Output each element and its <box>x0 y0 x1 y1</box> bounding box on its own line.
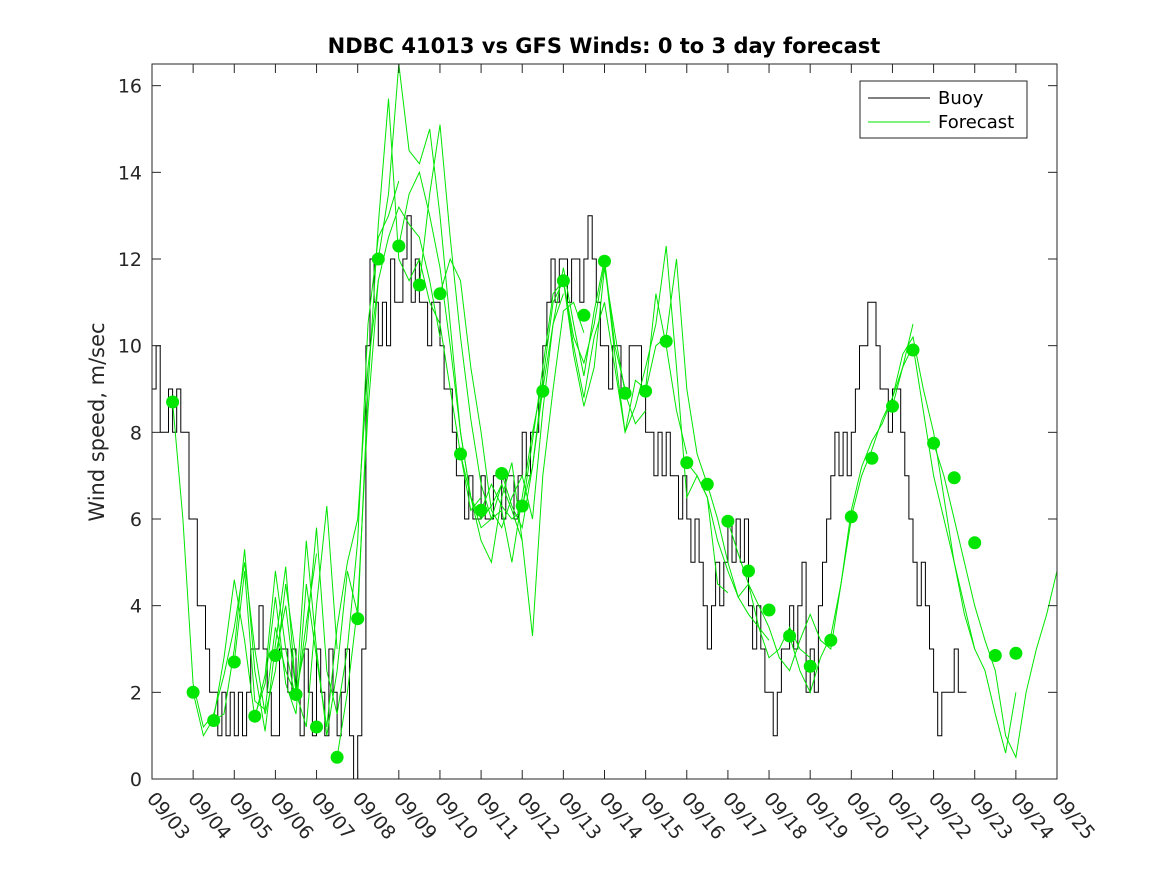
legend: Buoy Forecast <box>859 80 1028 139</box>
forecast-marker <box>906 343 920 357</box>
forecast-marker <box>371 252 385 266</box>
forecast-marker <box>289 688 303 701</box>
x-tick-label: 09/15 <box>636 788 688 844</box>
x-tick-label: 09/14 <box>595 788 647 844</box>
y-tick-label: 10 <box>118 336 142 358</box>
forecast-marker <box>186 685 200 699</box>
forecast-marker <box>659 334 673 348</box>
forecast-marker <box>207 714 221 727</box>
x-tick-label: 09/11 <box>471 788 523 844</box>
forecast-marker <box>927 436 941 450</box>
y-axis-label: Wind speed, m/sec <box>85 322 109 521</box>
x-tick-label: 09/13 <box>554 788 606 844</box>
forecast-marker <box>968 536 982 550</box>
forecast-marker <box>844 510 858 524</box>
y-tick-label: 0 <box>130 769 142 791</box>
x-tick-label: 09/17 <box>718 788 770 844</box>
x-tick-label: 09/04 <box>183 788 235 844</box>
forecast-markers <box>166 239 1023 764</box>
forecast-line-12 <box>439 257 564 529</box>
forecast-marker <box>248 709 262 723</box>
y-tick-label: 16 <box>118 76 142 98</box>
forecast-line-20 <box>686 462 811 659</box>
y-tick-label: 14 <box>118 162 142 184</box>
forecast-line-21 <box>727 518 852 672</box>
y-tick-label: 8 <box>130 422 142 444</box>
y-tick-label: 12 <box>118 249 142 271</box>
forecast-marker <box>268 649 282 662</box>
x-tick-label: 09/25 <box>1047 788 1099 844</box>
forecast-line-13 <box>460 301 585 637</box>
y-tick-label: 6 <box>130 509 142 531</box>
forecast-marker <box>865 451 879 465</box>
forecast-marker <box>639 384 653 398</box>
forecast-marker <box>454 447 467 461</box>
x-tick-label: 09/21 <box>883 788 935 844</box>
forecast-line-1 <box>172 401 297 729</box>
forecast-marker <box>680 456 694 470</box>
forecast-marker <box>495 467 509 480</box>
forecast-line-11 <box>418 124 544 563</box>
forecast-marker <box>783 629 797 643</box>
x-tick-label: 09/09 <box>389 788 441 844</box>
forecast-marker <box>947 471 961 485</box>
forecast-marker <box>598 254 611 268</box>
forecast-marker <box>1009 646 1023 660</box>
forecast-line-5 <box>254 280 379 728</box>
x-tick-label: 09/18 <box>759 788 811 844</box>
y-tick-label: 4 <box>130 596 142 618</box>
forecast-marker <box>742 564 755 578</box>
x-tick-label: 09/05 <box>224 788 276 844</box>
forecast-marker <box>536 384 550 398</box>
x-tick-label: 09/06 <box>266 788 318 844</box>
forecast-line-10 <box>398 170 523 541</box>
forecast-marker <box>310 720 323 734</box>
forecast-marker <box>762 603 776 617</box>
x-tick-label: 09/10 <box>430 788 482 844</box>
plot-area <box>151 63 1058 780</box>
forecast-marker <box>515 499 529 513</box>
forecast-marker <box>474 503 488 517</box>
legend-buoy-label: Buoy <box>938 88 984 109</box>
forecast-line-14 <box>480 263 605 520</box>
forecast-marker <box>392 239 406 253</box>
forecast-marker <box>166 395 180 409</box>
x-tick-label: 09/07 <box>307 788 359 844</box>
forecast-marker <box>412 278 426 292</box>
forecast-marker <box>227 655 241 669</box>
y-tick-label: 2 <box>130 682 142 704</box>
y-axis: 0 2 4 6 8 10 12 14 16 <box>118 76 1057 791</box>
forecast-marker <box>330 750 344 764</box>
legend-box <box>859 80 1028 139</box>
x-tick-label: 09/08 <box>348 788 400 844</box>
forecast-marker <box>824 633 838 647</box>
x-tick-label: 09/22 <box>924 788 976 844</box>
forecast-marker <box>433 287 447 301</box>
x-tick-label: 09/19 <box>800 788 852 844</box>
forecast-marker <box>721 514 735 528</box>
x-tick-label: 09/03 <box>142 788 194 844</box>
x-tick-label: 09/20 <box>841 788 893 844</box>
legend-forecast-label: Forecast <box>938 112 1014 133</box>
forecast-marker <box>803 659 817 673</box>
x-tick-label: 09/23 <box>965 788 1017 844</box>
chart-title: NDBC 41013 vs GFS Winds: 0 to 3 day fore… <box>328 34 881 58</box>
forecast-marker <box>577 308 591 322</box>
forecast-marker <box>988 649 1002 662</box>
forecast-marker <box>618 386 632 400</box>
forecast-marker <box>351 612 365 626</box>
x-tick-label: 09/24 <box>1006 788 1058 844</box>
forecast-line-9 <box>377 64 503 520</box>
forecast-line-25 <box>933 443 1057 759</box>
x-tick-label: 09/16 <box>677 788 729 844</box>
forecast-marker <box>886 399 899 413</box>
forecast-marker <box>556 274 570 288</box>
forecast-marker <box>700 477 714 491</box>
x-tick-label: 09/12 <box>512 788 564 844</box>
forecast-line-3 <box>213 505 338 732</box>
